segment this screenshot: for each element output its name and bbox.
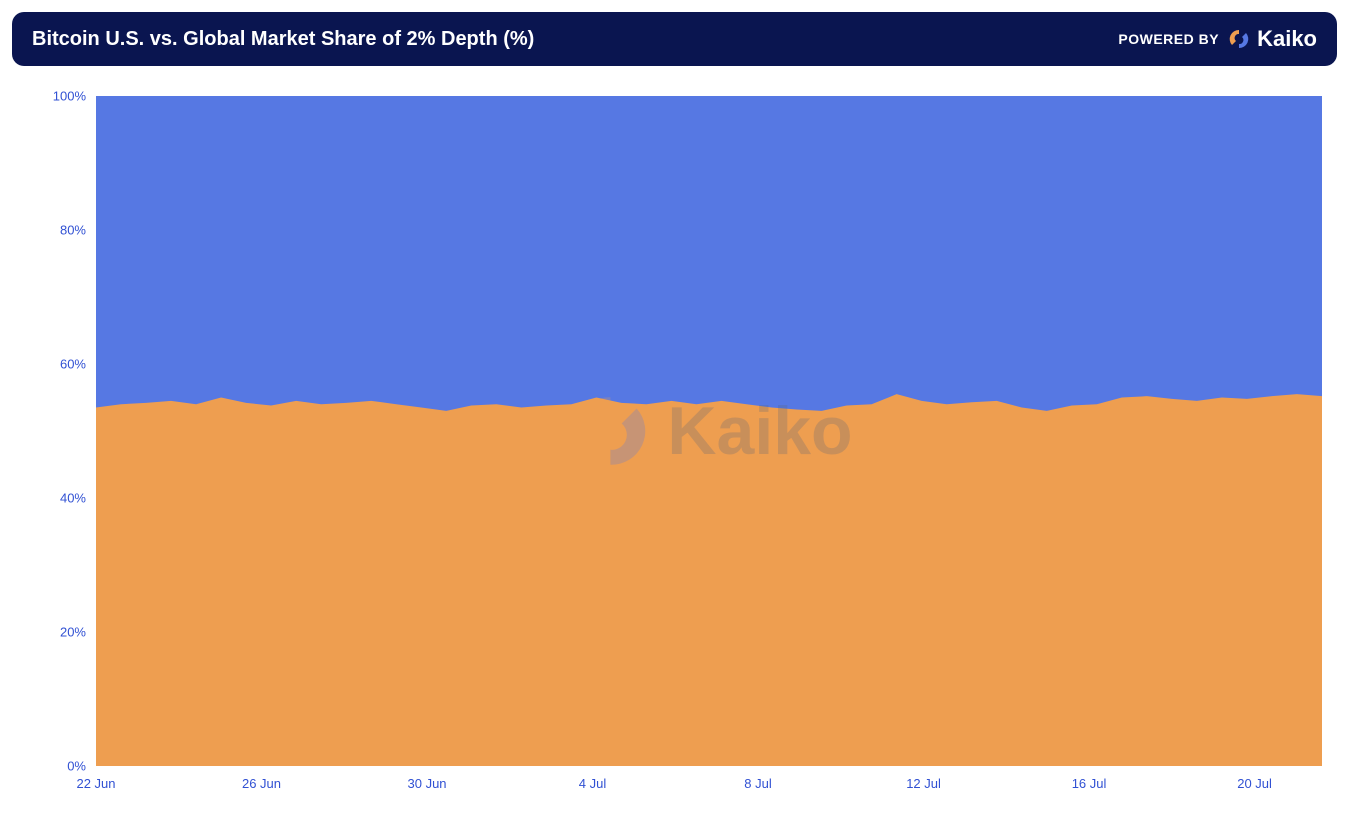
powered-by-label: POWERED BY [1118,31,1219,47]
x-tick-label: 30 Jun [407,776,446,791]
x-tick-label: 12 Jul [906,776,941,791]
y-tick-label: 80% [26,223,86,238]
x-tick-label: 8 Jul [744,776,771,791]
area-series-global [96,394,1322,766]
y-tick-label: 100% [26,89,86,104]
brand-logo-icon [1227,27,1251,51]
x-tick-label: 26 Jun [242,776,281,791]
y-tick-label: 0% [26,759,86,774]
chart-header: Bitcoin U.S. vs. Global Market Share of … [12,12,1337,66]
powered-by-badge: POWERED BY Kaiko [1118,26,1317,52]
x-tick-label: 16 Jul [1072,776,1107,791]
stacked-area-plot [96,96,1322,766]
x-tick-label: 4 Jul [579,776,606,791]
x-tick-label: 20 Jul [1237,776,1272,791]
chart-title: Bitcoin U.S. vs. Global Market Share of … [32,28,534,51]
chart-plot-area: Kaiko 0%20%40%60%80%100% 22 Jun26 Jun30 … [96,96,1322,766]
chart-container: Bitcoin U.S. vs. Global Market Share of … [12,12,1337,809]
brand-logo-text: Kaiko [1257,26,1317,52]
y-tick-label: 20% [26,625,86,640]
y-tick-label: 40% [26,491,86,506]
y-tick-label: 60% [26,357,86,372]
x-tick-label: 22 Jun [76,776,115,791]
brand-logo: Kaiko [1227,26,1317,52]
